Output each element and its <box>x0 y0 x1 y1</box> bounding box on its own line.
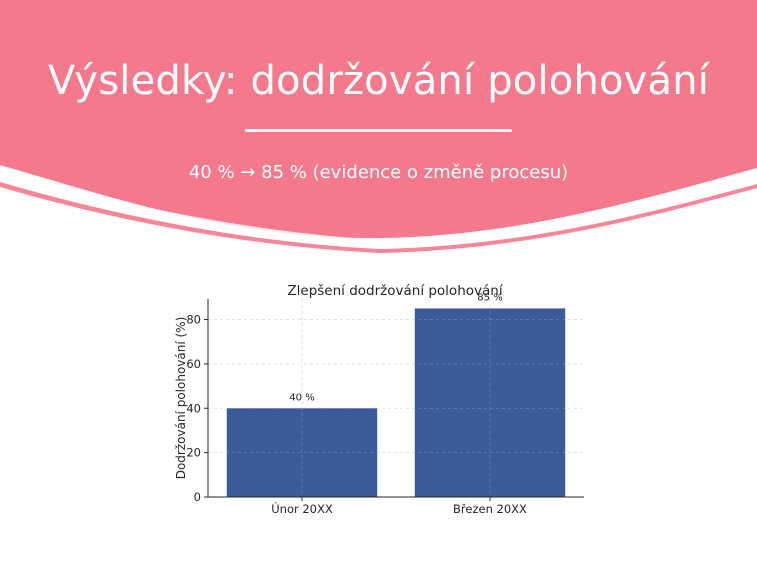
bar-data-label: 85 % <box>477 292 502 303</box>
axis-layer: 0 20 40 60 80 Únor 20XX Březen 20XX <box>186 299 584 516</box>
bar <box>226 408 378 497</box>
bar-data-label: 40 % <box>289 392 314 403</box>
y-tick-label: 60 <box>186 357 201 371</box>
slide-title: Výsledky: dodržování polohování <box>47 58 710 104</box>
slide-subtitle: 40 % → 85 % (evidence o změně procesu) <box>188 162 569 183</box>
chart-title: Zlepšení dodržování polohování <box>287 283 503 299</box>
title-divider <box>245 129 512 132</box>
y-tick-label: 40 <box>186 401 201 415</box>
header-wave-light <box>0 170 757 247</box>
y-tick-label: 20 <box>186 446 201 460</box>
x-tick-label: Únor 20XX <box>271 501 333 516</box>
header-background <box>0 0 757 253</box>
header-shape <box>0 0 757 239</box>
y-axis-label: Dodržování polohování (%) <box>174 317 188 480</box>
bar-layer: 40 % 85 % <box>208 292 584 497</box>
y-tick-label: 80 <box>186 313 201 327</box>
y-tick-label: 0 <box>194 490 201 504</box>
x-tick-label: Březen 20XX <box>453 502 527 516</box>
bar <box>414 308 566 497</box>
